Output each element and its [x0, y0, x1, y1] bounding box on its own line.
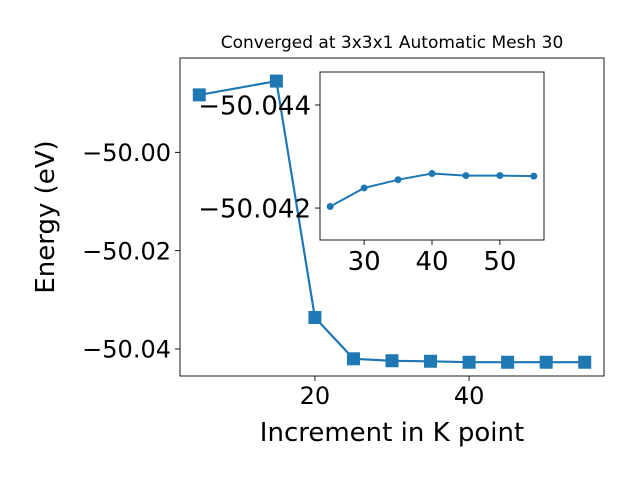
inset-background: [320, 72, 544, 240]
main-data-point: [308, 311, 322, 325]
main-y-tick-label: −50.00: [82, 139, 171, 167]
main-data-point: [539, 355, 553, 369]
inset-plot-frame: [319, 71, 545, 241]
inset-y-tick-label: −50.044: [198, 91, 311, 121]
inset-axes: 30 40 50 −50.044 −50.042: [198, 71, 545, 277]
inset-y-tick-label: −50.042: [198, 194, 311, 224]
main-axes: 20 40 −50.00 −50.02 −50.04 Converged at 3x3x…: [31, 33, 605, 448]
main-data-point: [385, 354, 399, 368]
main-data-point: [424, 354, 438, 368]
main-series: [192, 74, 592, 369]
main-data-point: [346, 352, 360, 366]
inset-x-tick-label: 40: [415, 247, 448, 277]
inset-data-point: [496, 172, 504, 180]
main-data-point: [462, 355, 476, 369]
inset-data-point: [462, 172, 470, 180]
main-data-point: [501, 355, 515, 369]
main-x-tick-label: 20: [300, 382, 331, 410]
main-ticks: 20 40 −50.00 −50.02 −50.04: [82, 139, 484, 410]
inset-data-point: [326, 203, 334, 211]
inset-data-point: [530, 172, 538, 180]
main-y-tick-label: −50.02: [82, 237, 171, 265]
main-plot-frame: [179, 57, 605, 377]
inset-data-point: [428, 170, 436, 178]
main-data-point: [578, 355, 592, 369]
main-x-tick-label: 40: [454, 382, 485, 410]
main-data-point: [269, 74, 283, 88]
chart-title: Converged at 3x3x1 Automatic Mesh 30: [221, 33, 564, 53]
inset-x-tick-label: 50: [483, 247, 516, 277]
inset-series: [326, 170, 538, 211]
inset-x-tick-label: 30: [348, 247, 381, 277]
y-axis-label: Energy (eV): [31, 140, 61, 293]
main-series-line: [199, 79, 585, 364]
x-axis-label: Increment in K point: [260, 418, 524, 448]
main-data-point: [192, 88, 206, 102]
inset-data-point: [394, 176, 402, 184]
inset-ticks: 30 40 50 −50.044 −50.042: [198, 91, 516, 277]
inset-data-point: [360, 184, 368, 192]
main-y-tick-label: −50.04: [82, 336, 171, 364]
